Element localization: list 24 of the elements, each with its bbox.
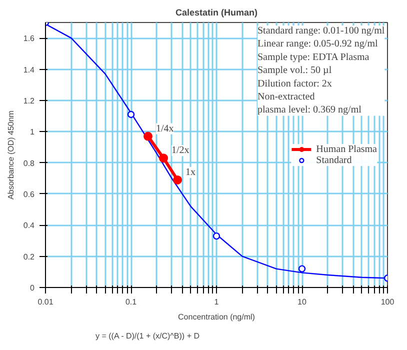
annotation: 1/2x (172, 145, 190, 156)
y-tick-label: 1.6 (23, 34, 36, 44)
y-tick-label: 0.6 (23, 190, 36, 199)
x-tick-label: 0.01 (38, 298, 54, 306)
x-axis-title: Concentration (ng/ml) (178, 312, 256, 322)
x-tick-label: 0.1 (125, 298, 138, 306)
y-tick-label: 1 (30, 128, 36, 137)
annotation: Standard range: 0.01-100 ng/ml Linear range: 0.05-0.92 ng/ml Sample type: EDTA Plasma Sample vol.: 50 µl Dilution factor: 2x Non-extracted plasma level: 0.369 ng/ml (258, 26, 385, 116)
y-tick-label: 0.4 (23, 221, 36, 230)
x-tick-label: 10 (298, 298, 307, 306)
x-tick-label: 100 (380, 298, 395, 306)
y-tick-label: 1.4 (23, 65, 36, 74)
chart-title: Calestatin (Human) (175, 8, 258, 18)
y-tick-label: 0 (30, 284, 36, 292)
y-tick-label: 0.2 (23, 252, 36, 262)
annotation: 1/4x (156, 123, 174, 134)
legend-label: Human Plasma (316, 144, 377, 154)
y-tick-label: 1.2 (23, 96, 36, 106)
text: y = ((A - D)/(1 + (x/C)^B)) + D (96, 332, 200, 340)
annotation: 1x (186, 166, 196, 178)
y-axis-title: Absorbance (OD) 450nm (6, 110, 16, 200)
legend-label: Standard (316, 154, 352, 166)
x-tick-label: 1 (214, 298, 220, 306)
y-tick-label: 0.8 (23, 158, 36, 168)
